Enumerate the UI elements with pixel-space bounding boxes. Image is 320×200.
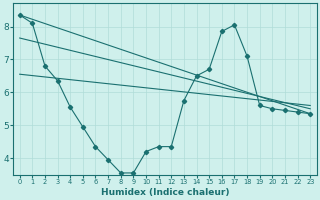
- X-axis label: Humidex (Indice chaleur): Humidex (Indice chaleur): [101, 188, 229, 197]
